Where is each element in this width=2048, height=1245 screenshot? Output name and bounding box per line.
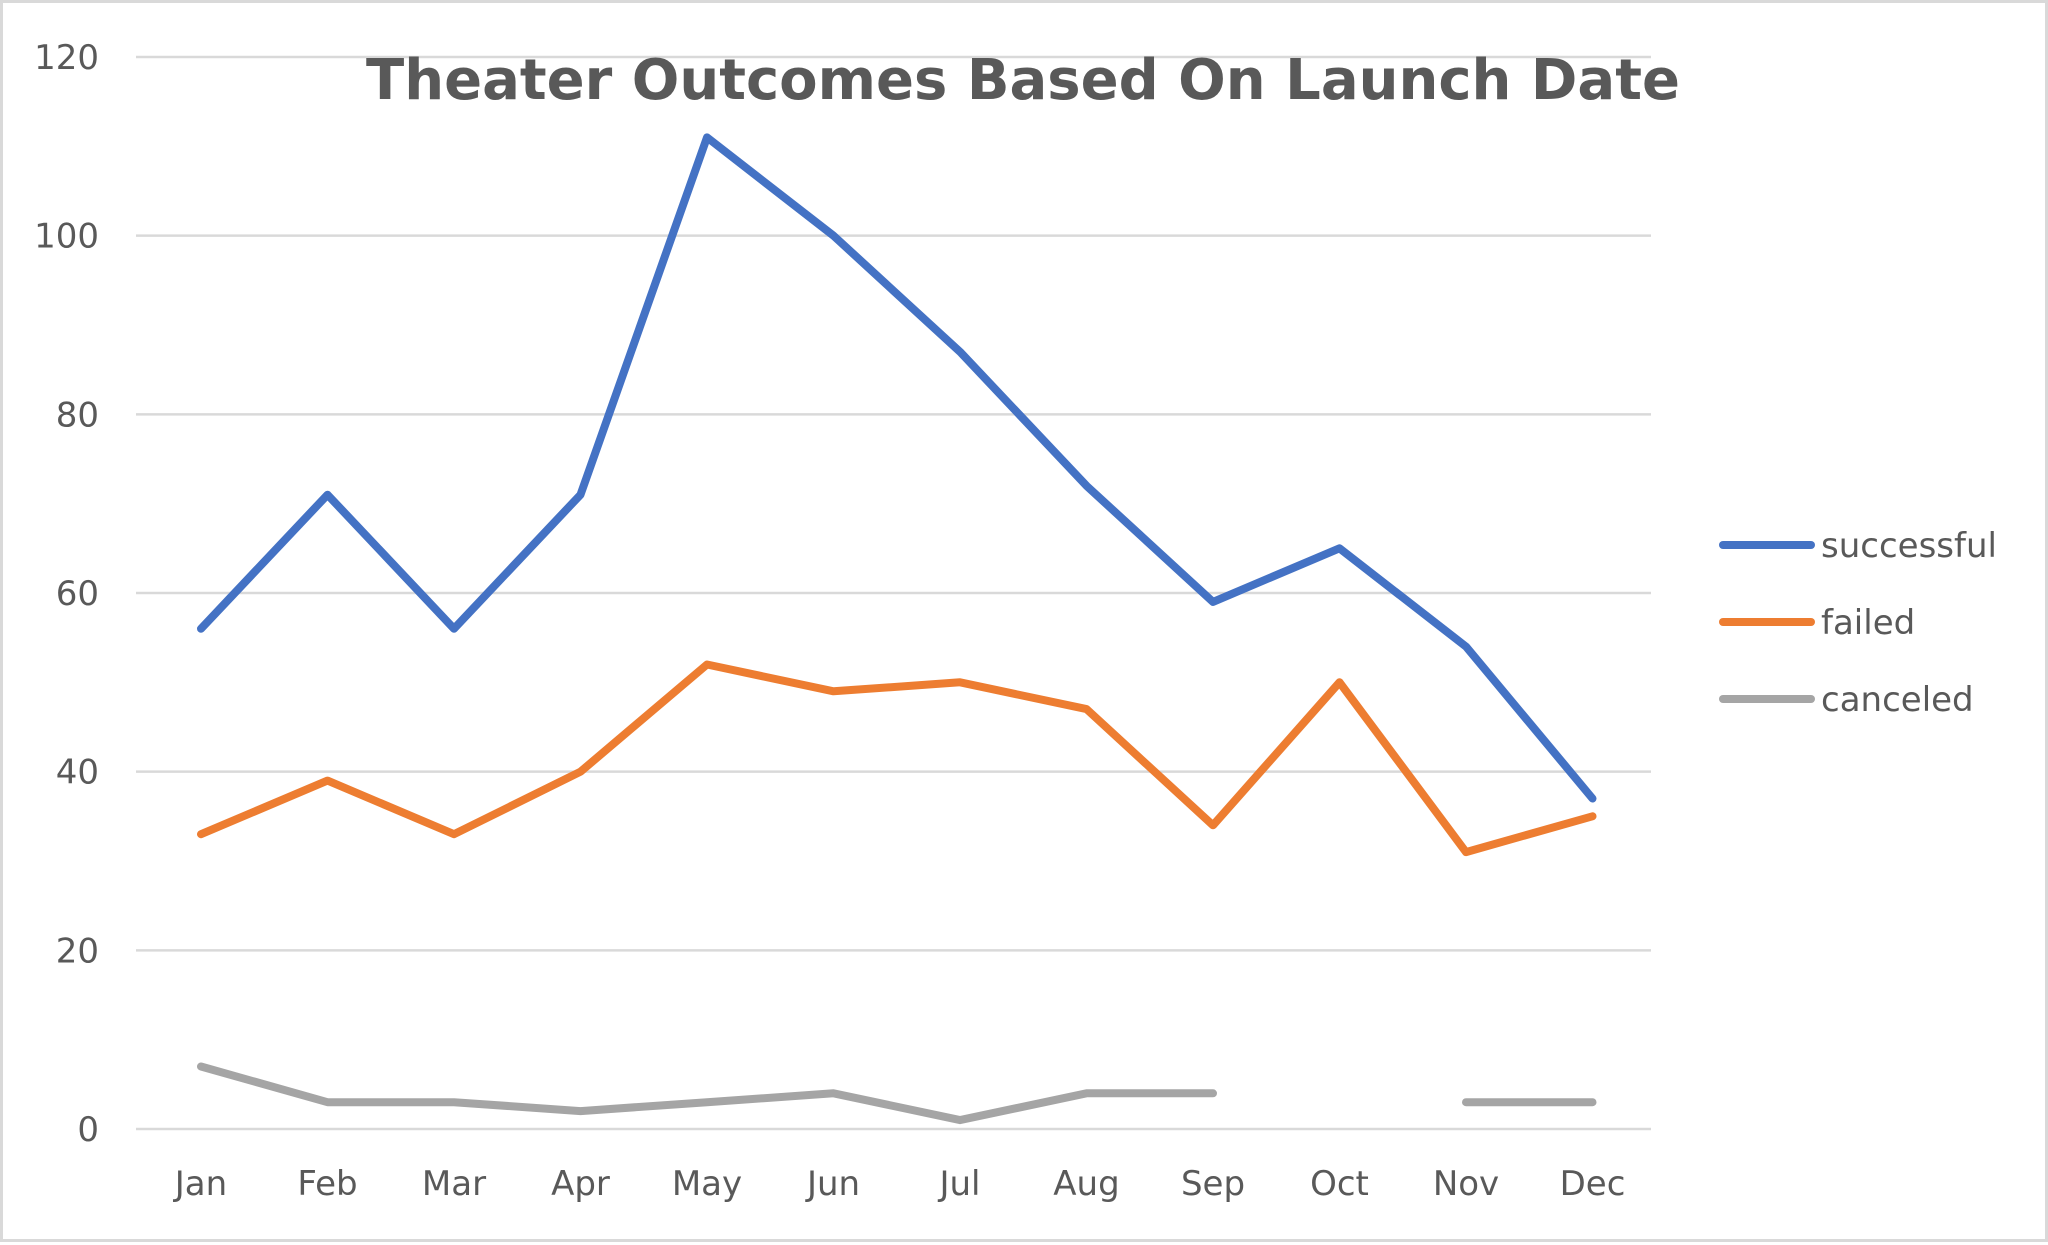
series-line-canceled (201, 1067, 1213, 1121)
legend-label: failed (1821, 603, 1915, 643)
x-axis-tick-labels: Jan Feb Mar Apr May Jun Jul Aug Sep Oct Nov Dec (173, 1164, 1626, 1204)
x-tick-label: Oct (1310, 1164, 1369, 1204)
y-tick-label: 20 (56, 931, 99, 971)
series-lines (201, 137, 1593, 1120)
x-tick-label: Aug (1053, 1164, 1119, 1204)
x-tick-label: May (672, 1164, 742, 1204)
legend: successful failed canceled (1723, 526, 1997, 720)
y-tick-label: 80 (56, 395, 99, 435)
legend-item-canceled: canceled (1723, 680, 1974, 720)
x-tick-label: Sep (1181, 1164, 1245, 1204)
x-tick-label: Apr (551, 1164, 610, 1204)
y-axis-tick-labels: 0 20 40 60 80 100 120 (34, 38, 99, 1150)
y-tick-label: 60 (56, 574, 99, 614)
x-tick-label: Jun (805, 1164, 860, 1204)
x-tick-label: Jul (937, 1164, 980, 1204)
y-tick-label: 120 (34, 38, 99, 78)
legend-label: successful (1821, 526, 1997, 566)
y-tick-label: 100 (34, 217, 99, 257)
x-tick-label: Dec (1560, 1164, 1626, 1204)
y-tick-label: 40 (56, 753, 99, 793)
x-tick-label: Jan (173, 1164, 227, 1204)
legend-label: canceled (1821, 680, 1974, 720)
legend-item-failed: failed (1723, 603, 1915, 643)
x-tick-label: Feb (297, 1164, 357, 1204)
chart-title: Theater Outcomes Based On Launch Date (366, 48, 1680, 113)
y-tick-label: 0 (77, 1110, 99, 1150)
gridlines (136, 57, 1651, 1129)
legend-item-successful: successful (1723, 526, 1997, 566)
x-tick-label: Mar (422, 1164, 486, 1204)
line-chart: 0 20 40 60 80 100 120 Jan Feb Mar Apr May Jun Jul Aug… (3, 3, 2048, 1245)
series-line-failed (201, 665, 1593, 853)
series-canceled (201, 1066, 1593, 1120)
x-tick-label: Nov (1433, 1164, 1499, 1204)
series-failed (201, 664, 1593, 852)
